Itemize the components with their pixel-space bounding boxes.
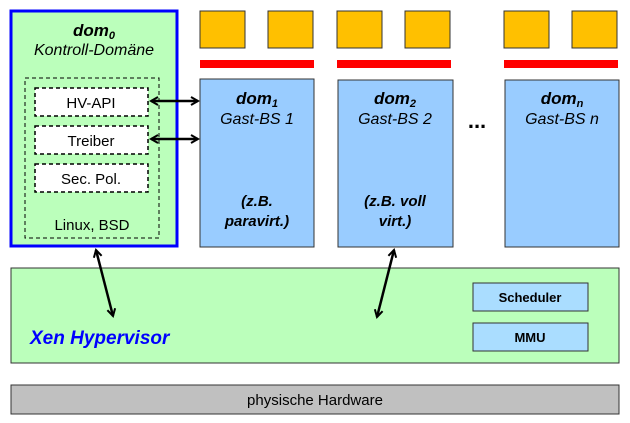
- dom0-os-box: [24, 77, 160, 239]
- hardware-box: physische Hardware: [10, 384, 620, 415]
- dom2-note: virt.): [379, 213, 412, 230]
- dom2-subtitle: Gast-BS 2: [358, 111, 432, 128]
- xen-hypervisor-box: Xen Hypervisor Scheduler MMU: [10, 267, 620, 364]
- sec-pol-module: [34, 163, 149, 193]
- dom1-note: paravirt.): [224, 213, 289, 230]
- dom2-note: (z.B. voll: [364, 193, 427, 210]
- domn-box: domn Gast-BS n: [504, 79, 620, 248]
- svg-text:domn: domn: [541, 89, 584, 110]
- cpu-blocks: [199, 10, 618, 68]
- cpu-square: [336, 10, 383, 49]
- dom1-note: (z.B.: [241, 193, 273, 210]
- hardware-label: physische Hardware: [247, 392, 383, 409]
- domn-subtitle: Gast-BS n: [525, 111, 599, 128]
- treiber-module: [34, 125, 149, 155]
- hv-api-module: [34, 87, 149, 117]
- dom0-title: dom0: [73, 21, 116, 42]
- cpu-square: [404, 10, 451, 49]
- svg-text:dom1: dom1: [236, 89, 278, 110]
- dom0-subtitle: Kontroll-Domäne: [34, 42, 154, 59]
- red-bar: [504, 60, 618, 68]
- double-arrow: [96, 250, 113, 316]
- red-bar: [337, 60, 451, 68]
- treiber-label: Treiber: [68, 133, 115, 150]
- cpu-square: [267, 10, 314, 49]
- double-arrow: [377, 250, 394, 317]
- hv-api-label: HV-API: [66, 95, 115, 112]
- cpu-square: [571, 10, 618, 49]
- red-bar: [200, 60, 314, 68]
- sec-pol-label: Sec. Pol.: [61, 171, 121, 188]
- dom1-subtitle: Gast-BS 1: [220, 111, 294, 128]
- dom0-os-label: Linux, BSD: [54, 217, 129, 234]
- svg-text:dom2: dom2: [374, 89, 416, 110]
- dom1-box: dom1 Gast-BS 1 (z.B. paravirt.): [199, 78, 315, 248]
- dom2-box: dom2 Gast-BS 2 (z.B. voll virt.): [337, 79, 454, 248]
- ellipsis: ...: [468, 108, 486, 133]
- scheduler-box: [472, 282, 589, 312]
- mmu-label: MMU: [514, 330, 545, 345]
- mmu-box: [472, 322, 589, 352]
- cpu-square: [503, 10, 550, 49]
- cpu-square: [199, 10, 246, 49]
- dom0-box: dom0 Kontroll-Domäne HV-API Treiber Sec.…: [9, 9, 179, 248]
- xen-hypervisor-label: Xen Hypervisor: [29, 328, 171, 349]
- scheduler-label: Scheduler: [499, 290, 562, 305]
